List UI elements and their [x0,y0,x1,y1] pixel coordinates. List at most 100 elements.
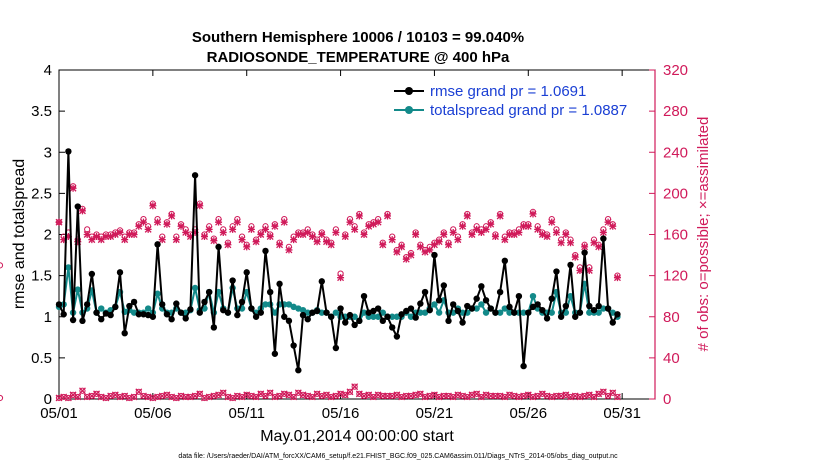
obs-assimilated-point [435,238,443,246]
obs-assimilated-point [398,243,406,251]
obs-assimilated-point [501,236,509,244]
totalspread-point [74,286,81,293]
rmse-point [384,313,391,320]
obs-assimilated-point [130,231,138,238]
obs-assimilated-point [412,231,420,238]
chart-title-line1: Southern Hemisphere 10006 / 10103 = 99.0… [192,29,524,46]
obs-assimilated-point [534,225,542,233]
obs-assimilated-point [510,231,518,238]
rmse-point [496,288,504,296]
obs-assimilated-point [125,231,133,238]
y-tick-label: 1.5 [31,268,52,285]
obs-assimilated-point [121,236,129,244]
obs-low-possible-point [590,393,598,401]
y-right-tick-label: 160 [663,227,688,244]
rmse-point [281,313,288,320]
obs-assimilated-point [473,225,481,233]
rmse-point [116,269,124,276]
rmse-point [464,302,471,310]
x-tick-label: 05/16 [322,405,360,422]
rmse-point [88,270,96,278]
obs-assimilated-point [243,243,251,251]
obs-assimilated-point [567,239,575,247]
obs-low-possible-point [130,393,138,401]
rmse-point [572,313,579,320]
rmse-point [356,317,363,325]
rmse-point [431,251,438,259]
obs-low-possible-point [604,392,612,400]
rmse-point [454,307,462,315]
rmse-point [266,288,274,296]
rmse-point [398,311,405,318]
obs-assimilated-point [430,241,438,249]
obs-assimilated-point [224,241,232,249]
obs-low-possible-point [384,392,391,400]
legend-rmse-marker [405,87,413,95]
obs-assimilated-point [135,222,143,230]
obs-assimilated-point [229,225,237,233]
obs-assimilated-point [463,212,471,220]
obs-assimilated-point [88,236,96,244]
y-right-tick-label: 0 [663,391,671,408]
obs-assimilated-point [200,233,208,241]
obs-assimilated-point [440,231,448,238]
obs-assimilated-point [93,233,101,241]
legend: rmse grand pr = 1.0691 totalspread grand… [394,83,627,119]
obs-assimilated-point [276,241,284,249]
y-right-tick-label: 320 [663,62,688,79]
obs-assimilated-point [562,231,570,238]
obs-assimilated-point [506,231,514,238]
rmse-point [191,172,199,179]
rmse-point [65,148,72,155]
obs-assimilated-point [261,225,269,233]
rmse-point [210,324,218,331]
rmse-series [55,148,621,374]
rmse-point [215,243,222,251]
totalspread-point [496,309,504,316]
rmse-point [525,309,532,316]
footer-data-file: data file: /Users/raeder/DAI/ATM_forcXX/… [178,453,618,460]
obs-assimilated-point [219,228,227,236]
rmse-point [149,313,157,320]
obs-assimilated-point [468,231,476,238]
obs-assimilated-point [355,212,363,220]
obs-low-possible-point [93,390,100,397]
obs-assimilated-point [585,266,593,274]
rmse-point [327,313,335,320]
obs-low-possible-point [614,393,621,401]
totalspread-point [506,309,513,316]
rmse-point [126,302,133,310]
obs-assimilated-point [168,212,176,220]
obs-assimilated-point [299,231,307,238]
rmse-point [107,311,114,319]
obs-assimilated-point [595,243,603,251]
obs-assimilated-point [346,218,354,226]
obs-assimilated-point [445,241,453,249]
rmse-point [79,317,86,325]
rmse-point [506,303,513,311]
obs-assimilated-point [215,218,223,226]
rmse-point [407,305,415,312]
obs-low-possible-point [473,390,480,397]
obs-low-possible-point [553,392,560,400]
obs-assimilated-point [407,251,415,259]
totalspread-point [473,305,480,312]
totalspread-point [360,309,368,316]
obs-assimilated-point [571,253,579,261]
rmse-point [60,311,67,318]
obs-assimilated-point [74,238,82,246]
rmse-point [55,301,63,308]
rmse-point [586,302,593,310]
rmse-point [182,315,189,322]
rmse-point [478,283,485,290]
obs-assimilated-point [548,218,556,226]
x-tick-label: 05/21 [416,405,454,422]
obs-assimilated-point [158,236,166,244]
obs-assimilated-point [191,228,199,236]
obs-low-possible-point [135,388,142,395]
obs-low-possible-point [600,388,607,395]
obs-assimilated-point [186,233,194,241]
legend-spread-marker [405,106,413,114]
obs-assimilated-point [543,233,551,241]
rmse-point [539,306,546,314]
